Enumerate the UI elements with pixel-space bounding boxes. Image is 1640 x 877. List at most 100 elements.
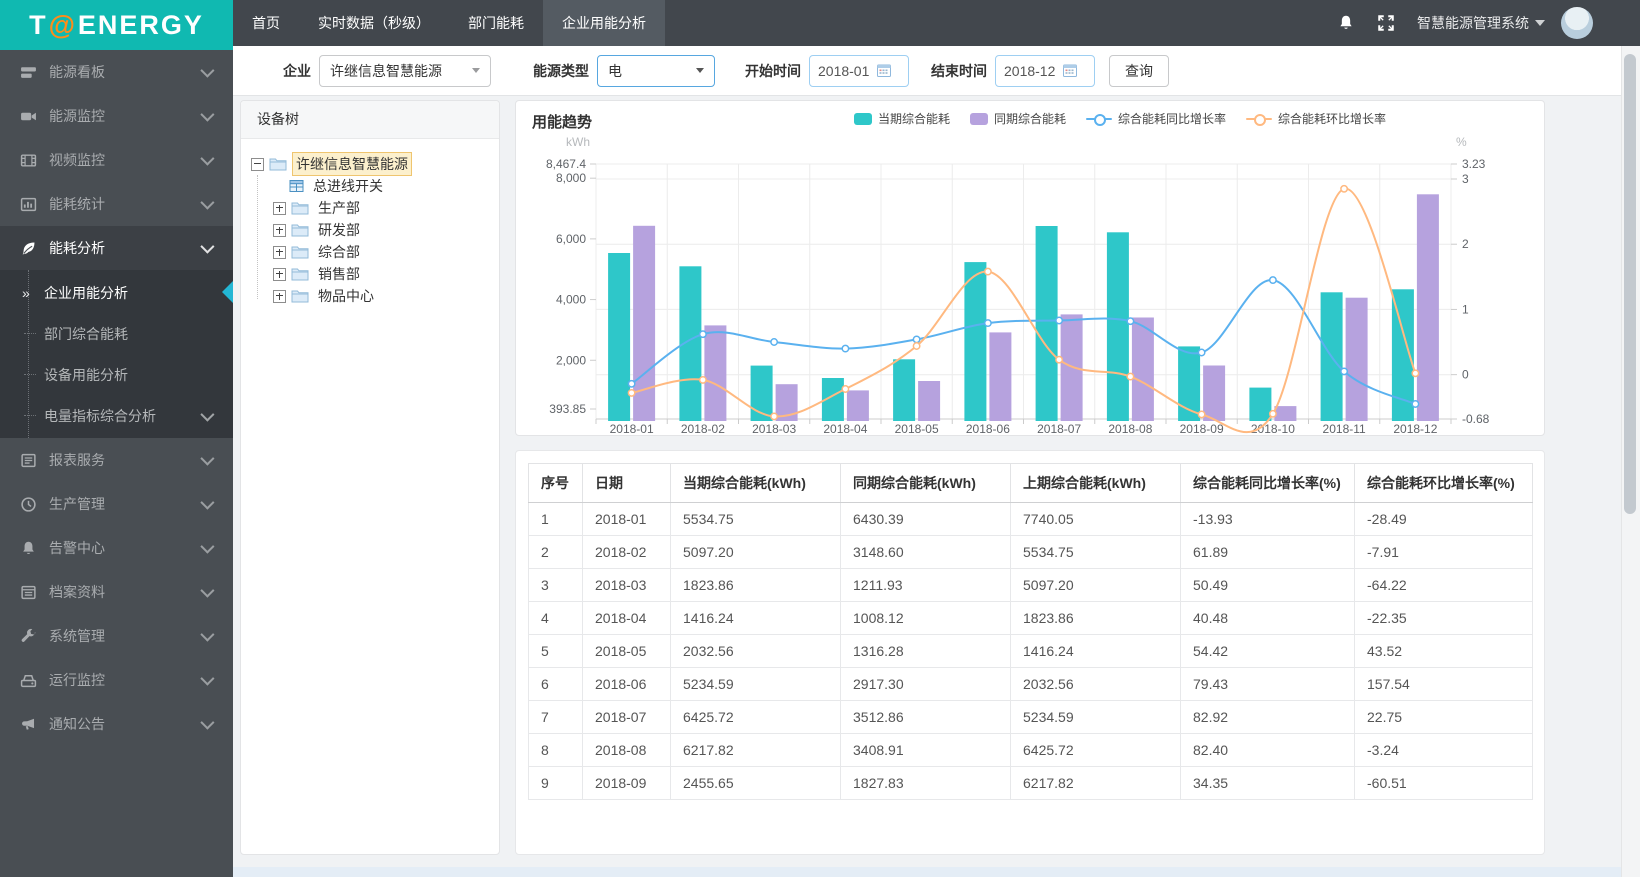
table-cell: 3148.60 bbox=[840, 535, 1011, 569]
energy-data-table: 序号 日期 当期综合能耗(kWh) 同期综合能耗(kWh) 上期综合能耗(kWh) 综合能… bbox=[528, 463, 1533, 800]
table-row: 4 2018-04 1416.24 1008.12 1823.86 40.48 -22.35 bbox=[528, 601, 1533, 635]
calendar-icon[interactable] bbox=[1063, 64, 1078, 77]
sidebar-item-department-comprehensive-energy[interactable]: 部门综合能耗 bbox=[0, 313, 233, 354]
table-cell: -22.35 bbox=[1354, 601, 1533, 635]
filter-bar: 企业 许继信息智慧能源 能源类型 电 开始时间 2018-01 结束时间 201… bbox=[233, 46, 1622, 96]
table-cell: 34.35 bbox=[1180, 766, 1355, 800]
end-time-input[interactable]: 2018-12 bbox=[995, 54, 1095, 87]
start-time-input[interactable]: 2018-01 bbox=[809, 54, 909, 87]
sidebar-item-energy-analysis[interactable]: 能耗分析 bbox=[0, 226, 233, 270]
chevron-down-icon bbox=[200, 63, 215, 78]
svg-text:2,000: 2,000 bbox=[556, 353, 586, 367]
system-title: 智慧能源管理系统 bbox=[1417, 15, 1529, 31]
legend-bar-swatch bbox=[969, 112, 988, 125]
sidebar-item-notice[interactable]: 通知公告 bbox=[0, 702, 233, 746]
tree-node-root[interactable]: 许继信息智慧能源 bbox=[251, 152, 489, 176]
table-cell: 1 bbox=[528, 502, 583, 536]
table-cell: 3512.86 bbox=[840, 700, 1011, 734]
svg-text:%: % bbox=[1456, 135, 1467, 149]
energy-type-label: 能源类型 bbox=[533, 62, 589, 79]
sidebar-item-operation-monitoring[interactable]: 运行监控 bbox=[0, 658, 233, 702]
vertical-scrollbar-track[interactable] bbox=[1621, 46, 1640, 877]
sidebar-item-device-energy-analysis[interactable]: 设备用能分析 bbox=[0, 354, 233, 395]
sidebar-submenu: » 企业用能分析 部门综合能耗 设备用能分析 电量指标综合分析 bbox=[0, 270, 233, 438]
nav-tab-home[interactable]: 首页 bbox=[252, 15, 280, 31]
tree-expander-plus-icon[interactable] bbox=[273, 267, 286, 281]
tree-node-general-dept[interactable]: 综合部 bbox=[273, 241, 489, 263]
tree-expander-plus-icon[interactable] bbox=[273, 245, 286, 259]
sidebar-item-report-service[interactable]: 报表服务 bbox=[0, 438, 233, 482]
drive-icon bbox=[20, 672, 37, 689]
sidebar-item-energy-dashboard[interactable]: 能源看板 bbox=[0, 50, 233, 94]
table-cell: 157.54 bbox=[1354, 667, 1533, 701]
table-cell: 54.42 bbox=[1180, 634, 1355, 668]
nav-tab-realtime-data[interactable]: 实时数据（秒级） bbox=[318, 15, 430, 31]
company-label: 企业 bbox=[283, 62, 311, 79]
sidebar-item-video-monitoring[interactable]: 视频监控 bbox=[0, 138, 233, 182]
sidebar-item-enterprise-energy-analysis[interactable]: » 企业用能分析 bbox=[0, 272, 233, 313]
sidebar-item-energy-stats[interactable]: 能耗统计 bbox=[0, 182, 233, 226]
sidebar-item-system-management[interactable]: 系统管理 bbox=[0, 614, 233, 658]
legend-line-swatch bbox=[1246, 113, 1273, 126]
sidebar-item-energy-monitoring[interactable]: 能源监控 bbox=[0, 94, 233, 138]
chevron-down-icon bbox=[200, 627, 215, 642]
sidebar-item-alarm-center[interactable]: 告警中心 bbox=[0, 526, 233, 570]
table-cell: 5 bbox=[528, 634, 583, 668]
tree-node-rd-dept[interactable]: 研发部 bbox=[273, 219, 489, 241]
table-cell: 2018-09 bbox=[582, 766, 671, 800]
tree-expander-minus-icon[interactable] bbox=[251, 157, 264, 171]
svg-text:2018-01: 2018-01 bbox=[610, 422, 654, 436]
search-button[interactable]: 查询 bbox=[1109, 54, 1169, 87]
calendar-icon[interactable] bbox=[877, 64, 892, 77]
vertical-scrollbar-thumb[interactable] bbox=[1624, 54, 1636, 514]
table-cell: 61.89 bbox=[1180, 535, 1355, 569]
legend-item[interactable]: 综合能耗同比增长率 bbox=[1086, 110, 1226, 127]
table-cell: -64.22 bbox=[1354, 568, 1533, 602]
tree-expander-plus-icon[interactable] bbox=[273, 201, 286, 215]
top-header: 首页 实时数据（秒级） 部门能耗 企业用能分析 智慧能源管理系统 bbox=[0, 0, 1640, 46]
tree-node-goods-center[interactable]: 物品中心 bbox=[273, 285, 489, 307]
chart-title: 用能趋势 bbox=[532, 114, 593, 131]
tree-node-sales-dept[interactable]: 销售部 bbox=[273, 263, 489, 285]
table-header-row: 序号 日期 当期综合能耗(kWh) 同期综合能耗(kWh) 上期综合能耗(kWh) 综合能… bbox=[528, 463, 1533, 503]
horizontal-scrollbar[interactable] bbox=[233, 867, 1622, 877]
tree-expander-plus-icon[interactable] bbox=[273, 289, 286, 303]
table-row: 7 2018-07 6425.72 3512.86 5234.59 82.92 22.75 bbox=[528, 700, 1533, 734]
table-cell: 3 bbox=[528, 568, 583, 602]
tree-node-production-dept[interactable]: 生产部 bbox=[273, 197, 489, 219]
table-cell: 3408.91 bbox=[840, 733, 1011, 767]
table-cell: 82.40 bbox=[1180, 733, 1355, 767]
energy-type-select[interactable]: 电 bbox=[597, 54, 715, 87]
table-cell: 7740.05 bbox=[1010, 502, 1181, 536]
table-row: 6 2018-06 5234.59 2917.30 2032.56 79.43 157.54 bbox=[528, 667, 1533, 701]
bell-icon bbox=[20, 540, 37, 557]
sidebar-item-power-index-analysis[interactable]: 电量指标综合分析 bbox=[0, 395, 233, 436]
table-cell: 2018-03 bbox=[582, 568, 671, 602]
nav-tab-department-energy[interactable]: 部门能耗 bbox=[468, 15, 524, 31]
table-cell: 7 bbox=[528, 700, 583, 734]
folder-icon bbox=[291, 267, 309, 281]
system-title-dropdown[interactable]: 智慧能源管理系统 bbox=[1417, 13, 1545, 33]
table-cell: 2032.56 bbox=[1010, 667, 1181, 701]
avatar[interactable] bbox=[1561, 7, 1593, 39]
legend-item[interactable]: 当期综合能耗 bbox=[853, 110, 950, 127]
table-column-header: 上期综合能耗(kWh) bbox=[1010, 463, 1181, 503]
sidebar-item-archives[interactable]: 档案资料 bbox=[0, 570, 233, 614]
table-row: 2 2018-02 5097.20 3148.60 5534.75 61.89 -7.91 bbox=[528, 535, 1533, 569]
company-select[interactable]: 许继信息智慧能源 bbox=[319, 54, 491, 87]
bell-icon[interactable] bbox=[1337, 14, 1355, 32]
svg-text:2018-11: 2018-11 bbox=[1323, 422, 1366, 436]
fullscreen-icon[interactable] bbox=[1377, 14, 1395, 32]
tree-expander-plus-icon[interactable] bbox=[273, 223, 286, 237]
sidebar-item-production-management[interactable]: 生产管理 bbox=[0, 482, 233, 526]
svg-text:3.23: 3.23 bbox=[1462, 157, 1486, 171]
table-cell: 2 bbox=[528, 535, 583, 569]
svg-text:2: 2 bbox=[1462, 237, 1469, 251]
chevron-down-icon bbox=[200, 107, 215, 122]
legend-item[interactable]: 同期综合能耗 bbox=[969, 110, 1066, 127]
nav-tab-enterprise-energy-analysis[interactable]: 企业用能分析 bbox=[543, 0, 665, 46]
tree-node-main-switch[interactable]: 总进线开关 bbox=[273, 175, 489, 197]
legend-item[interactable]: 综合能耗环比增长率 bbox=[1246, 110, 1386, 127]
table-cell: 5534.75 bbox=[1010, 535, 1181, 569]
